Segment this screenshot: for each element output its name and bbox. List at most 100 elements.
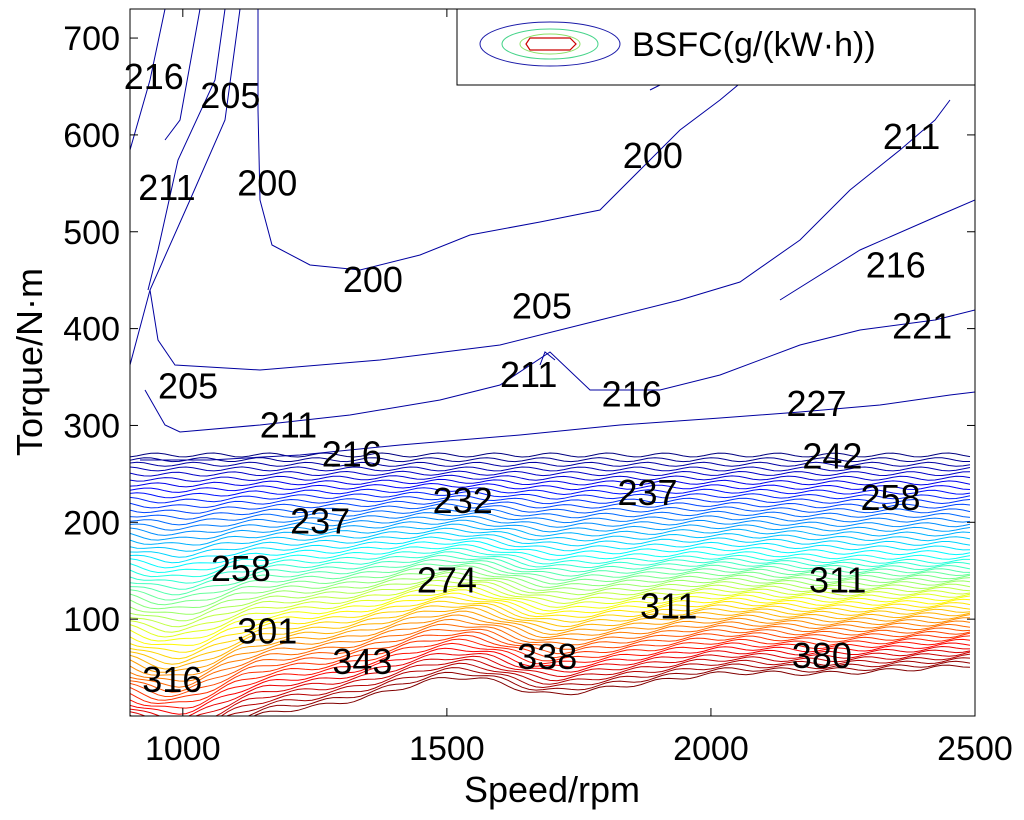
contour-label-205: 205 — [200, 75, 260, 116]
contour-line — [130, 547, 970, 578]
x-tick-label: 1000 — [145, 730, 221, 768]
contour-line — [140, 391, 975, 461]
y-tick-label: 400 — [63, 311, 120, 349]
contour-line — [130, 457, 970, 463]
contour-line — [130, 555, 971, 590]
contour-line — [130, 596, 971, 653]
contour-label-216: 216 — [866, 245, 926, 286]
contour-line — [130, 607, 971, 670]
contour-line — [130, 635, 971, 705]
x-tick-label: 1500 — [409, 730, 485, 768]
contour-line — [252, 664, 971, 716]
contour-label-232: 232 — [433, 480, 493, 521]
contour-line — [130, 540, 971, 569]
contour-label-211: 211 — [883, 116, 940, 157]
legend-label: BSFC(g/(kW·h)) — [632, 26, 876, 64]
x-tick-label: 2500 — [937, 730, 1013, 768]
contour-label-301: 301 — [237, 611, 297, 652]
contour-label-216: 216 — [124, 56, 184, 97]
legend: BSFC(g/(kW·h)) — [456, 8, 976, 86]
contour-label-227: 227 — [787, 383, 847, 424]
contour-line — [130, 559, 971, 596]
contour-line — [130, 649, 971, 716]
contour-line — [130, 632, 971, 701]
y-tick-label: 200 — [63, 504, 120, 542]
contour-line — [130, 478, 971, 488]
contour-label-237: 237 — [290, 500, 350, 541]
contour-line — [130, 579, 971, 628]
contour-line — [130, 551, 971, 584]
contour-line — [130, 512, 971, 531]
contour-line — [130, 527, 971, 552]
contour-line — [130, 642, 971, 715]
contour-line — [130, 618, 971, 682]
contour-label-221: 221 — [892, 306, 952, 347]
contour-line — [130, 507, 971, 526]
contour-line — [130, 452, 971, 458]
contour-label-274: 274 — [417, 559, 477, 600]
contour-line — [539, 351, 556, 366]
contour-line — [130, 651, 971, 716]
y-tick-label: 600 — [63, 117, 120, 155]
contour-line — [130, 614, 970, 676]
contour-line — [220, 653, 971, 716]
contour-label-211: 211 — [500, 354, 557, 395]
contour-line — [130, 482, 971, 493]
contour-line — [130, 627, 971, 693]
contour-line — [130, 623, 971, 688]
contour-line — [130, 503, 971, 520]
x-axis-ticks: 1000 1500 2000 2500 — [145, 9, 1013, 768]
y-tick-label: 100 — [63, 601, 120, 639]
contour-line — [130, 604, 971, 665]
contour-line — [225, 657, 971, 716]
y-axis-ticks: 100 200 300 400 500 600 700 — [63, 20, 975, 639]
contour-label-343: 343 — [332, 641, 392, 682]
contour-label-205: 205 — [158, 366, 218, 407]
x-tick-label: 2000 — [673, 730, 749, 768]
contour-label-205: 205 — [512, 285, 572, 326]
legend-contour-icon — [479, 21, 621, 67]
contour-label-211: 211 — [138, 167, 195, 208]
contour-line — [246, 660, 971, 716]
contour-line — [130, 9, 166, 151]
contour-line — [779, 199, 975, 301]
y-tick-label: 500 — [63, 214, 120, 252]
contour-line — [130, 565, 971, 606]
contour-line — [130, 487, 971, 499]
contour-line — [130, 583, 971, 633]
contour-line — [147, 9, 226, 291]
contour-label-316: 316 — [142, 659, 202, 700]
contour-line — [130, 536, 971, 564]
contour-line — [130, 466, 971, 472]
contour-line — [257, 9, 776, 271]
contour-line — [130, 562, 971, 601]
x-axis-title: Speed/rpm — [464, 769, 640, 810]
y-axis-title: Torque/N·m — [9, 268, 50, 456]
contour-line — [164, 9, 201, 141]
contour-line — [149, 99, 951, 371]
contour-line — [130, 474, 971, 482]
contour-line — [130, 645, 970, 716]
contour-label-237: 237 — [618, 472, 678, 513]
contour-label-242: 242 — [802, 435, 862, 476]
contour-line — [130, 523, 971, 546]
contour-label-200: 200 — [343, 259, 403, 300]
contour-line — [130, 470, 971, 477]
contour-line — [130, 568, 971, 610]
contour-line — [130, 592, 971, 646]
contour-line — [130, 519, 971, 541]
contour-line — [130, 630, 971, 698]
contour-label-211: 211 — [260, 404, 317, 445]
contour-label-200: 200 — [237, 162, 297, 203]
contour-label-311: 311 — [640, 586, 697, 627]
contour-line — [130, 9, 241, 366]
contour-line — [130, 575, 971, 622]
contour-line — [130, 638, 971, 709]
contour-line — [130, 600, 971, 660]
contour-label-258: 258 — [860, 477, 920, 518]
contour-line — [130, 531, 971, 558]
contour-label-216: 216 — [322, 434, 382, 475]
contour-line — [130, 491, 971, 504]
y-tick-label: 700 — [63, 20, 120, 58]
